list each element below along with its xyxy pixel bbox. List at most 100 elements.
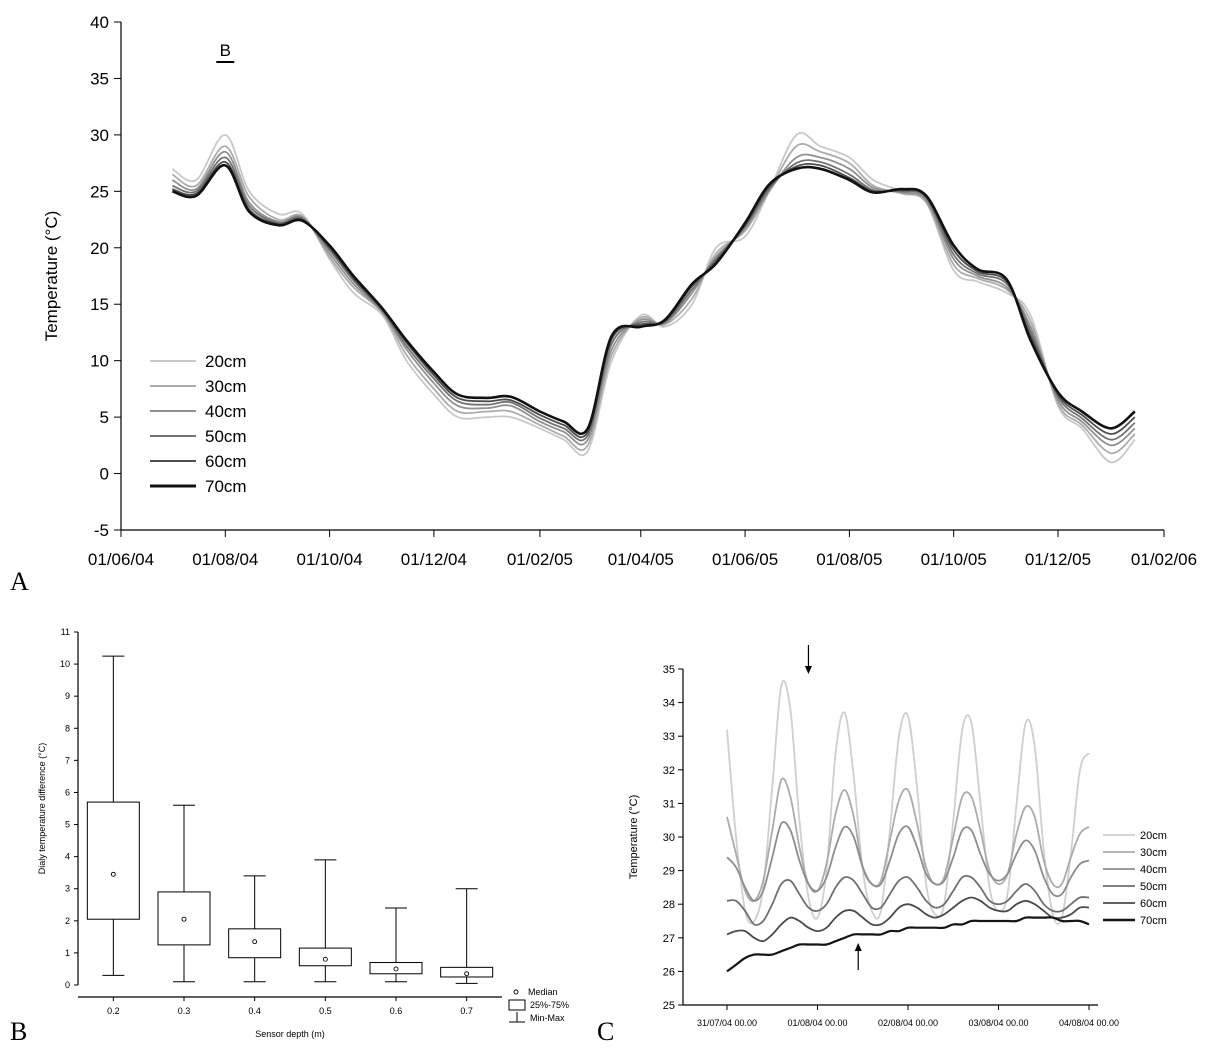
legend-label-c: 40cm (1140, 864, 1167, 876)
panel-a-chart: -5 0 5 10 15 20 25 30 35 40 01/06/04 01/08/04 01/10/… (42, 13, 1197, 569)
y-axis-label-a: Temperature (°C) (42, 211, 61, 342)
legend-label-a: 70cm (205, 477, 247, 496)
legend-whisker-label: Min-Max (530, 1013, 565, 1023)
y-axis-label-c: Temperature (°C) (628, 795, 640, 879)
y-tick-label-b: 3 (65, 884, 70, 894)
panel-c-chart: 25 26 27 28 29 30 31 32 33 34 35 31/07/04 00.00 01/0… (628, 645, 1167, 1028)
x-tick-label-a: 01/06/05 (712, 550, 778, 569)
y-tick-label-a: 35 (90, 69, 109, 88)
x-tick-label-a: 01/02/06 (1131, 550, 1197, 569)
y-tick-label-a: 15 (90, 295, 109, 314)
x-tick-label-a: 01/04/05 (608, 550, 674, 569)
y-tick-label-b: 8 (65, 723, 70, 733)
median-marker (252, 939, 258, 945)
arrow-down-head (804, 666, 812, 674)
y-tick-label-b: 7 (65, 755, 70, 765)
x-tick-label-a: 01/10/05 (921, 550, 987, 569)
x-tick-label-c: 04/08/04 00.00 (1059, 1018, 1119, 1028)
series-line-a (172, 161, 1136, 439)
y-tick-label-a: 5 (100, 408, 109, 427)
median-marker (464, 971, 470, 977)
x-tick-label-c: 01/08/04 00.00 (787, 1018, 847, 1028)
y-tick-label-b: 1 (65, 948, 70, 958)
series-line-c (726, 916, 1090, 973)
series-line-a (171, 143, 1136, 455)
y-tick-label-b: 10 (60, 659, 70, 669)
x-tick-label-b: 0.6 (390, 1006, 403, 1016)
legend-median-symbol (513, 989, 519, 995)
y-tick-label-b: 0 (65, 980, 70, 990)
series-line-a (171, 150, 1136, 447)
y-tick-label-b: 6 (65, 787, 70, 797)
y-tick-label-b: 2 (65, 916, 70, 926)
x-tick-label-a: 01/12/05 (1025, 550, 1091, 569)
y-tick-label-a: 25 (90, 182, 109, 201)
x-tick-label-b: 0.4 (248, 1006, 261, 1016)
y-tick-label-a: -5 (94, 521, 109, 540)
y-tick-label-a: 30 (90, 126, 109, 145)
legend-label-a: 60cm (205, 452, 247, 471)
x-tick-label-b: 0.5 (319, 1006, 332, 1016)
y-tick-label-a: 20 (90, 239, 109, 258)
legend-label-a: 40cm (205, 402, 247, 421)
x-axis-label-b: Sensor depth (m) (255, 1029, 325, 1039)
y-tick-label-b: 4 (65, 852, 70, 862)
x-tick-label-a: 01/08/04 (192, 550, 258, 569)
y-tick-label-b: 11 (61, 627, 70, 637)
legend-box-symbol (508, 999, 526, 1011)
x-tick-label-c: 02/08/04 00.00 (878, 1018, 938, 1028)
median-marker (322, 956, 328, 962)
legend-label-a: 30cm (205, 377, 247, 396)
legend-label-a: 50cm (205, 427, 247, 446)
y-tick-label-a: 0 (100, 465, 109, 484)
legend-median-label: Median (528, 987, 558, 997)
panel-label-b: B (10, 1017, 27, 1046)
x-tick-label-a: 01/08/05 (816, 550, 882, 569)
y-tick-label-c: 33 (663, 731, 675, 743)
y-tick-label-c: 26 (663, 966, 675, 978)
x-tick-label-a: 01/12/04 (401, 550, 467, 569)
x-tick-label-a: 01/06/04 (88, 550, 154, 569)
y-tick-label-c: 30 (663, 832, 675, 844)
median-marker (181, 916, 187, 922)
series-line-c (726, 896, 1090, 943)
y-tick-label-b: 5 (65, 820, 70, 830)
x-tick-label-b: 0.7 (460, 1006, 473, 1016)
x-tick-label-c: 31/07/04 00.00 (697, 1018, 757, 1028)
x-tick-label-b: 0.3 (178, 1006, 191, 1016)
legend-label-c: 20cm (1140, 830, 1167, 842)
y-tick-label-c: 28 (663, 899, 675, 911)
series-line-a (171, 156, 1136, 442)
y-tick-label-b: 9 (65, 691, 70, 701)
y-tick-label-c: 35 (663, 664, 675, 676)
panel-label-c: C (597, 1017, 614, 1046)
y-tick-label-a: 40 (90, 13, 109, 32)
panel-label-a: A (10, 567, 29, 596)
y-tick-label-c: 27 (663, 933, 675, 945)
series-line-c (726, 777, 1090, 903)
median-marker (110, 871, 116, 877)
panel-b-chart: 0 1 2 3 4 5 6 7 8 9 10 11 0.2 0.3 0.4 0.5 0.6 0.7 Sensor d… (37, 627, 569, 1039)
y-axis-label-b: Dialy temperature difference (°C) (37, 743, 47, 874)
y-tick-label-c: 32 (663, 765, 675, 777)
series-line-c (726, 679, 1090, 925)
arrow-up-head (854, 943, 862, 951)
legend-label-c: 30cm (1140, 847, 1167, 859)
legend-label-c: 60cm (1140, 898, 1167, 910)
x-tick-label-c: 03/08/04 00.00 (968, 1018, 1028, 1028)
annotation-b-label: B (220, 41, 231, 60)
y-tick-label-c: 31 (663, 798, 675, 810)
series-line-a (171, 132, 1136, 464)
y-tick-label-a: 10 (90, 352, 109, 371)
x-tick-label-b: 0.2 (107, 1006, 120, 1016)
series-line-c (726, 874, 1090, 926)
median-marker (393, 966, 399, 972)
x-tick-label-a: 01/02/05 (507, 550, 573, 569)
legend-label-a: 20cm (205, 352, 247, 371)
box-iqr (86, 801, 140, 920)
x-tick-label-a: 01/10/04 (297, 550, 363, 569)
legend-label-c: 50cm (1140, 881, 1167, 893)
series-line-a (171, 164, 1136, 436)
y-tick-label-c: 34 (663, 698, 675, 710)
